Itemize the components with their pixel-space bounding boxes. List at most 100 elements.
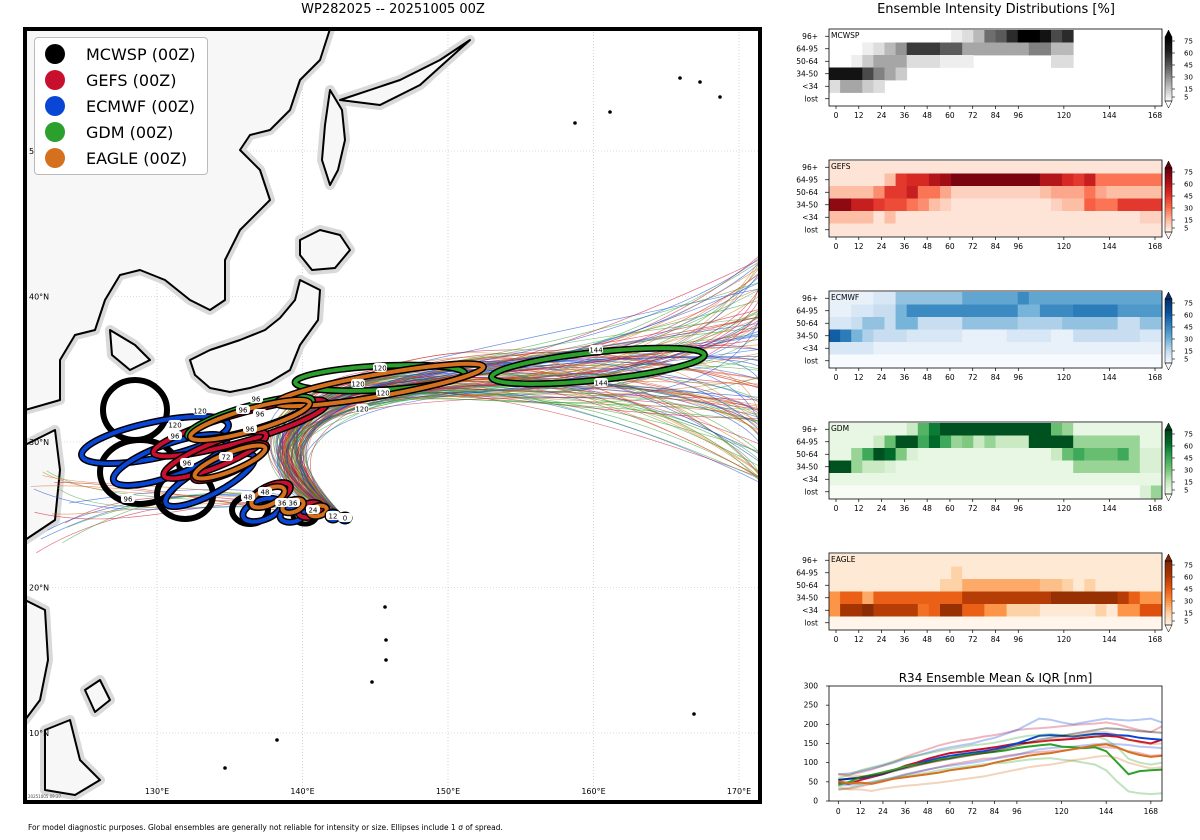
colorbar-segment [1165,59,1172,62]
colorbar-segment [1165,63,1172,66]
heatmap-cell [1039,317,1052,330]
coastline [25,429,61,541]
heatmap-cell [940,616,952,630]
heatmap-cell [928,186,941,199]
heatmap-cell [906,448,919,461]
heatmap-cell [928,161,941,174]
heatmap-cell [884,223,896,237]
heatmap-cell [1128,329,1141,343]
heatmap-cell [906,317,919,330]
ellipse-hour-label: 96 [183,460,192,468]
r34-x-tick-label: 84 [990,807,1000,816]
ellipse-hour-label: 120 [355,406,368,414]
heatmap-cell [928,211,941,224]
heatmap-cell [1017,579,1030,592]
timestamp-stamp: 20251005 09:27 [28,794,62,799]
heatmap-x-tick-label: 60 [945,504,955,513]
heatmap-cell [1006,161,1019,174]
heatmap-cell [873,67,885,81]
heatmap-cell [1051,211,1063,224]
heatmap-title: MCWSP [831,31,860,40]
heatmap-cell [1028,473,1041,486]
heatmap-cell [1117,304,1130,318]
colorbar-segment [1165,194,1172,197]
heatmap-panel-gdm: GDM 96+ 64-95 50-64 34-50 <34 lost 0 12 24 36 48 60 7… [796,421,1193,513]
heatmap-cell [906,423,919,436]
heatmap-cell [1062,198,1074,212]
heatmap-cell [840,423,852,436]
colorbar-segment [1165,184,1172,187]
heatmap-cell [917,554,930,567]
colorbar-segment [1165,226,1172,229]
heatmap-cell [1062,579,1074,592]
heatmap-cell [940,198,952,212]
legend-label: GDM (00Z) [86,122,174,142]
heatmap-cell [1106,423,1118,436]
heatmap-cell [962,342,974,355]
heatmap-x-tick-label: 24 [877,635,887,644]
heatmap-y-tick-label: 64-95 [796,437,818,446]
colorbar-segment [1165,434,1172,437]
heatmap-cell [1039,342,1052,355]
heatmap-cell [1128,460,1141,474]
heatmap-cell [895,604,908,617]
heatmap-cell [1150,329,1163,343]
heatmap-cell [1017,460,1030,474]
heatmap-cell [984,317,996,330]
heatmap-y-tick-label: 50-64 [796,319,818,328]
heatmap-cell [840,604,852,617]
colorbar-segment [1165,585,1172,588]
colorbar-segment [1165,301,1172,304]
heatmap-cell [851,473,863,486]
heatmap-cell [1051,304,1063,318]
heatmap-cell [1084,329,1096,343]
heatmap-cell [928,317,941,330]
heatmap-cell [1128,161,1141,174]
r34-x-tick-label: 24 [878,807,888,816]
heatmap-cell [940,55,952,68]
colorbar-segment [1165,464,1172,467]
heatmap-y-tick-label: 50-64 [796,188,818,197]
heatmap-cell [995,354,1007,368]
colorbar-segment [1165,198,1172,201]
colorbar-segment [1165,200,1172,203]
heatmap-cell [1117,591,1130,605]
heatmap-panel-ecmwf: ECMWF 96+ 64-95 50-64 34-50 <34 lost 0 12 24 36 48 6… [796,290,1193,382]
heatmap-cell [1106,566,1118,580]
colorbar-segment [1165,81,1172,84]
heatmap-cell [895,173,908,187]
ensemble-track-line [283,338,760,519]
heatmap-cell [951,435,963,449]
heatmap-cell [1017,473,1030,486]
colorbar-segment [1165,470,1172,473]
heatmap-y-tick-label: <34 [802,213,818,222]
heatmap-x-tick-label: 84 [991,635,1001,644]
heatmap-cell [1073,342,1085,355]
heatmap-cell [951,317,963,330]
colorbar-segment [1165,430,1172,433]
heatmap-cell [1139,423,1152,436]
heatmap-cell [1139,579,1152,592]
heatmap-cell [1039,30,1052,43]
colorbar-frame [1164,36,1173,102]
heatmap-cell [906,342,919,355]
heatmap-y-tick-label: 96+ [802,294,818,303]
heatmap-cell [951,329,963,343]
heatmap-cell [1051,354,1063,368]
heatmap-cell [906,198,919,212]
heatmap-cell [973,554,985,567]
heatmap-cell [884,485,896,499]
heatmap-cell [1117,198,1130,212]
heatmap-cell [895,67,908,81]
heatmap-cell [862,198,874,212]
heatmap-cell [1084,616,1096,630]
heatmap-cell [829,604,841,617]
colorbar-segment [1165,567,1172,570]
heatmap-cell [873,304,885,318]
colorbar-segment [1165,49,1172,52]
colorbar-segment [1165,341,1172,344]
heatmap-cell [973,423,985,436]
heatmap-cell [1039,211,1052,224]
heatmap-cell [1084,566,1096,580]
heatmap-cell [1150,173,1163,187]
